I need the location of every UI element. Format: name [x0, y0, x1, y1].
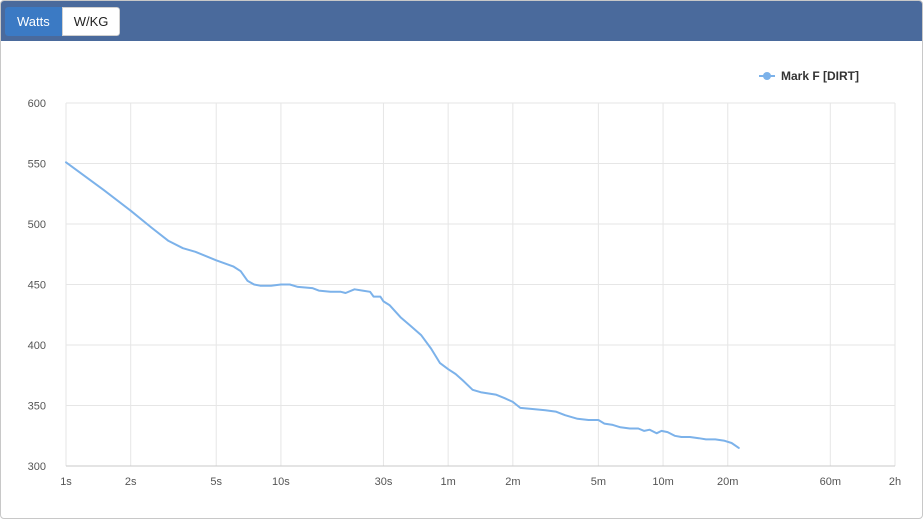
x-tick-label: 2s: [125, 476, 137, 488]
x-tick-label: 10m: [652, 476, 673, 488]
x-tick-label: 5s: [210, 476, 222, 488]
y-tick-label: 500: [28, 219, 46, 231]
legend-marker-icon: [759, 71, 775, 81]
chart-legend[interactable]: Mark F [DIRT]: [759, 69, 859, 83]
legend-label: Mark F [DIRT]: [781, 69, 859, 83]
y-gridlines: [66, 102, 895, 467]
x-tick-label: 20m: [717, 476, 738, 488]
x-tick-label: 10s: [272, 476, 290, 488]
x-tick-label: 2m: [505, 476, 520, 488]
x-tick-label: 2h: [889, 476, 901, 488]
x-tick-label: 1s: [60, 476, 72, 488]
y-tick-label: 400: [28, 340, 46, 352]
series-layer: [65, 161, 740, 449]
chart-toolbar: Watts W/KG: [1, 1, 922, 41]
watts-button[interactable]: Watts: [5, 7, 62, 36]
y-tick-label: 450: [28, 280, 46, 292]
unit-toggle: Watts W/KG: [5, 7, 121, 36]
y-tick-label: 300: [28, 461, 46, 473]
x-axis-labels: 1s 2s 5s 10s 30s 1m 2m 5m 10m 20m 60m 2h: [60, 476, 901, 488]
x-tick-label: 1m: [441, 476, 456, 488]
x-tick-label: 30s: [375, 476, 393, 488]
y-tick-label: 550: [28, 159, 46, 171]
y-axis-labels: 300 350 400 450 500 550 600: [28, 98, 46, 473]
x-tick-label: 5m: [591, 476, 606, 488]
y-tick-label: 600: [28, 98, 46, 110]
y-tick-label: 350: [28, 401, 46, 413]
wkg-button[interactable]: W/KG: [61, 7, 121, 36]
x-tick-label: 60m: [820, 476, 841, 488]
series-line: [65, 161, 740, 449]
